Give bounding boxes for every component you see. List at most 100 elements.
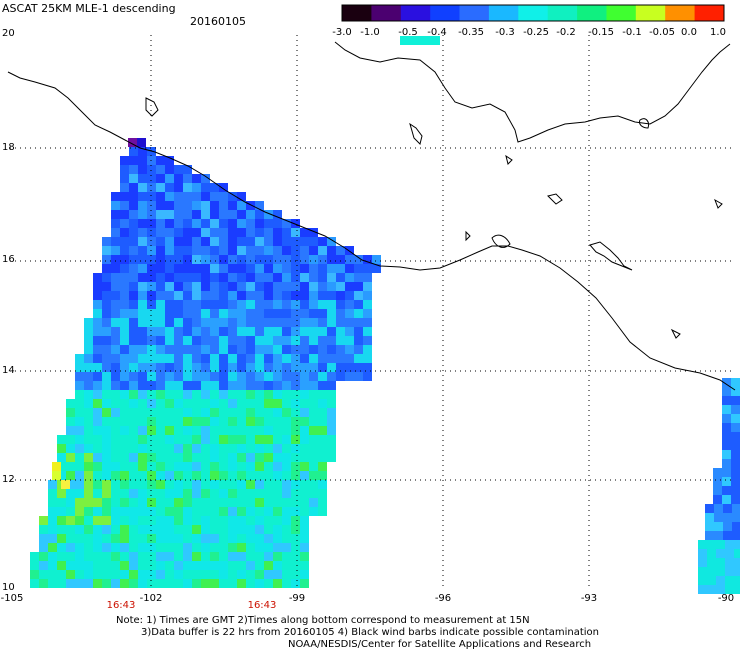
swath-cell	[84, 408, 93, 417]
swath-cell	[138, 147, 147, 156]
swath-cell	[336, 336, 345, 345]
swath-cell	[102, 336, 111, 345]
swath-cell	[201, 435, 210, 444]
swath-cell	[336, 255, 345, 264]
swath-cell	[93, 552, 102, 561]
swath-cell	[246, 453, 255, 462]
swath-cell	[219, 507, 228, 516]
swath-cell	[354, 327, 363, 336]
swath-cell	[237, 579, 246, 588]
swath-cell	[192, 228, 201, 237]
swath-cell	[264, 300, 273, 309]
swath-cell	[192, 444, 201, 453]
swath-cell	[731, 405, 740, 414]
swath-cell	[336, 291, 345, 300]
swath-cell	[174, 417, 183, 426]
swath-cell	[327, 246, 336, 255]
swath-cell	[102, 516, 111, 525]
swath-cell	[138, 336, 147, 345]
swath-cell	[300, 255, 309, 264]
swath-cell	[102, 561, 111, 570]
swath-cell	[138, 174, 147, 183]
swath-cell	[93, 462, 102, 471]
swath-cell	[102, 309, 111, 318]
swath-cell	[300, 489, 309, 498]
swath-cell	[138, 201, 147, 210]
swath-cell	[174, 255, 183, 264]
swath-cell	[264, 552, 273, 561]
swath-cell	[93, 273, 102, 282]
swath-cell	[372, 255, 381, 264]
swath-cell	[354, 264, 363, 273]
swath-cell	[120, 444, 129, 453]
swath-cell	[120, 201, 129, 210]
swath-cell	[722, 405, 731, 414]
swath-cell	[291, 291, 300, 300]
swath-cell	[129, 327, 138, 336]
swath-cell	[264, 453, 273, 462]
swath-cell	[237, 246, 246, 255]
swath-cell	[282, 327, 291, 336]
swath-cell	[102, 471, 111, 480]
swath-cell	[138, 444, 147, 453]
swath-cell	[102, 408, 111, 417]
swath-cell	[147, 345, 156, 354]
swath-cell	[246, 462, 255, 471]
swath-cell	[138, 489, 147, 498]
swath-cell	[345, 300, 354, 309]
swath-cell	[246, 579, 255, 588]
swath-cell	[192, 570, 201, 579]
swath-cell	[156, 534, 165, 543]
swath-cell	[156, 417, 165, 426]
swath-cell	[264, 462, 273, 471]
swath-cell	[102, 363, 111, 372]
swath-cell	[363, 345, 372, 354]
swath-cell	[102, 462, 111, 471]
swath-cell	[282, 507, 291, 516]
swath-cell	[174, 480, 183, 489]
lon-label: -99	[289, 593, 305, 604]
swath-cell	[309, 444, 318, 453]
swath-cell	[156, 480, 165, 489]
swath-cell	[210, 273, 219, 282]
swath-cell	[300, 381, 309, 390]
swath-cell	[309, 237, 318, 246]
swath-cell	[66, 570, 75, 579]
swath-cell	[210, 489, 219, 498]
swath-cell	[201, 498, 210, 507]
swath-cell	[66, 426, 75, 435]
swath-cell	[237, 282, 246, 291]
swath-cell	[75, 444, 84, 453]
swath-cell	[228, 228, 237, 237]
swath-cell	[120, 336, 129, 345]
swath-cell	[201, 228, 210, 237]
swath-cell	[228, 507, 237, 516]
swath-cell	[183, 318, 192, 327]
swath-cell	[201, 174, 210, 183]
swath-cell	[102, 543, 111, 552]
swath-cell	[309, 291, 318, 300]
swath-cell	[192, 192, 201, 201]
swath-cell	[165, 345, 174, 354]
swath-cell	[75, 363, 84, 372]
swath-cell	[174, 435, 183, 444]
swath-cell	[282, 471, 291, 480]
swath-cell	[192, 489, 201, 498]
swath-cell	[246, 372, 255, 381]
swath-cell	[255, 264, 264, 273]
swath-cell	[210, 471, 219, 480]
swath-cell	[282, 381, 291, 390]
swath-cell	[75, 534, 84, 543]
swath-cell	[255, 381, 264, 390]
swath-cell	[75, 507, 84, 516]
time-label: 16:43	[248, 600, 277, 611]
swath-cell	[183, 507, 192, 516]
swath-cell	[129, 156, 138, 165]
swath-cell	[174, 363, 183, 372]
swath-cell	[219, 228, 228, 237]
swath-cell	[192, 417, 201, 426]
swath-cell	[246, 516, 255, 525]
swath-cell	[165, 525, 174, 534]
swath-cell	[75, 372, 84, 381]
lon-label: -90	[718, 593, 734, 604]
